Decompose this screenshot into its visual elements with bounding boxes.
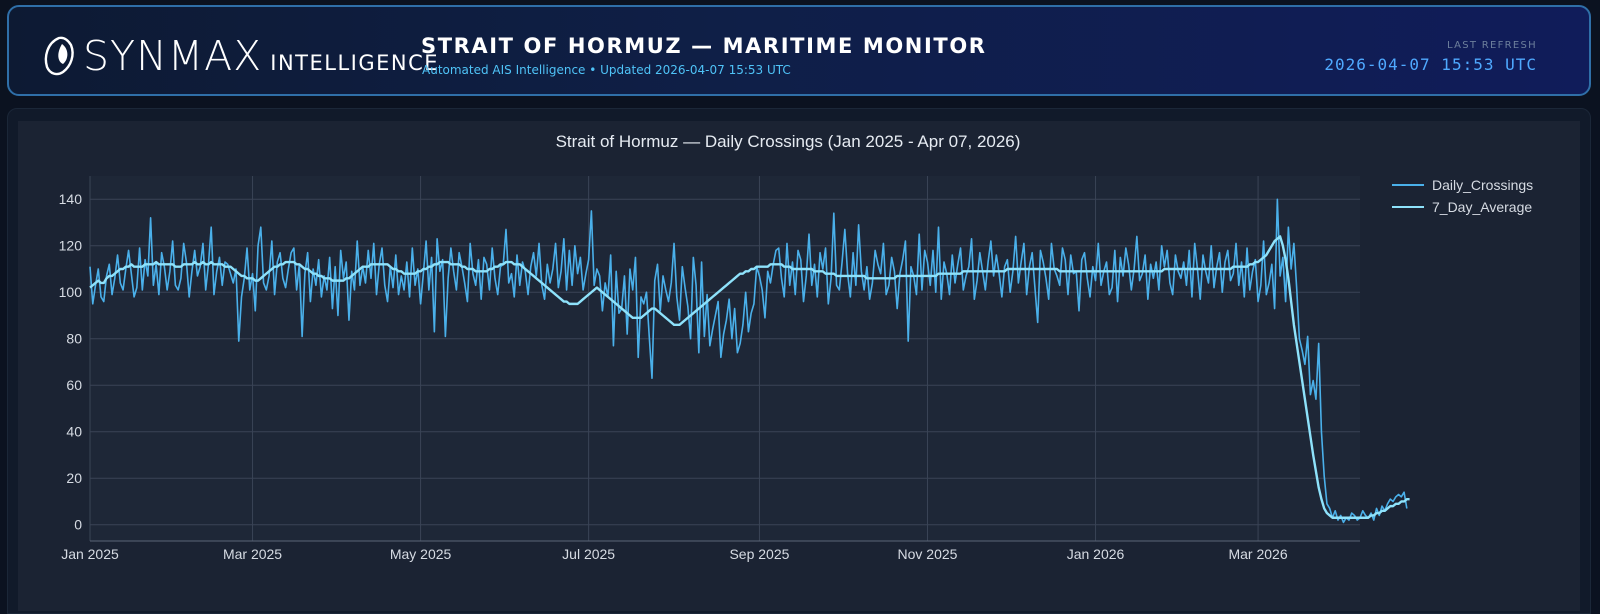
plot-area [90,176,1360,541]
grid-lines [89,176,1360,542]
y-tick-label: 0 [74,517,82,533]
series-line-daily-crossings [89,198,1408,524]
x-tick-label: Jan 2026 [1067,546,1125,562]
crossings-chart: Strait of Hormuz — Daily Crossings (Jan … [18,121,1580,611]
legend-item-7-day-average[interactable]: 7_Day_Average [1392,199,1532,215]
x-tick-label: Jul 2025 [562,546,615,562]
x-tick-label: Sep 2025 [729,546,789,562]
series-line-7-day-average [89,235,1410,519]
y-tick-label: 100 [59,284,83,300]
last-refresh-label: LAST REFRESH [1446,40,1537,51]
legend-label: 7_Day_Average [1432,199,1532,215]
y-tick-label: 80 [66,331,82,347]
x-tick-label: Nov 2025 [898,546,958,562]
x-tick-label: Mar 2025 [223,546,282,562]
eye-logo-icon [44,36,74,76]
legend-item-daily-crossings[interactable]: Daily_Crossings [1392,177,1533,193]
logo-wordmark: SYNMAX [83,31,263,80]
page-title: STRAIT OF HORMUZ — MARITIME MONITOR [421,34,987,58]
page-subtitle: Automated AIS Intelligence • Updated 202… [422,63,791,77]
y-tick-label: 40 [66,424,82,440]
axis-tick-labels: 0 20 40 60 80 100 120 140 Jan 2025 Mar 2025 May 20… [59,191,1288,562]
y-tick-label: 140 [59,191,83,207]
y-tick-label: 60 [66,377,82,393]
chart-legend[interactable]: Daily_Crossings 7_Day_Average [1392,177,1533,215]
data-series [89,198,1410,524]
chart-title: Strait of Hormuz — Daily Crossings (Jan … [556,132,1021,151]
x-tick-label: May 2025 [390,546,452,562]
y-tick-label: 120 [59,238,83,254]
logo-subword: INTELLIGENCE [270,51,440,75]
y-tick-label: 20 [66,470,82,486]
x-tick-label: Jan 2025 [61,546,119,562]
x-tick-label: Mar 2026 [1228,546,1287,562]
header-banner: SYNMAX INTELLIGENCE STRAIT OF HORMUZ — M… [7,5,1591,96]
synmax-logo: SYNMAX INTELLIGENCE [41,31,439,81]
last-refresh-time: 2026-04-07 15:53 UTC [1324,55,1537,74]
legend-label: Daily_Crossings [1432,177,1533,193]
